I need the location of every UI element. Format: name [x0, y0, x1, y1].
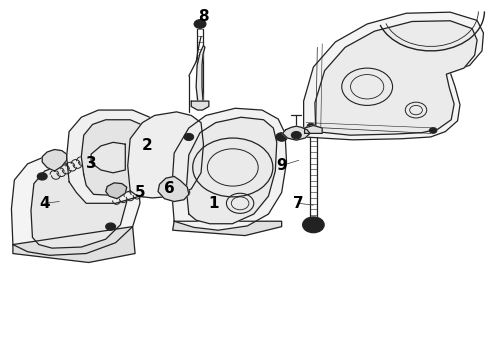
Text: 2: 2	[142, 139, 153, 153]
Polygon shape	[283, 126, 310, 140]
Text: 8: 8	[198, 9, 209, 24]
Polygon shape	[304, 12, 484, 140]
Circle shape	[307, 123, 315, 129]
Circle shape	[106, 223, 116, 230]
Polygon shape	[11, 151, 140, 255]
Polygon shape	[81, 120, 150, 195]
Text: 3: 3	[86, 156, 97, 171]
Circle shape	[276, 133, 288, 141]
Polygon shape	[172, 108, 287, 230]
Text: 6: 6	[164, 181, 174, 197]
Circle shape	[37, 173, 47, 180]
Polygon shape	[91, 142, 125, 173]
Polygon shape	[172, 221, 282, 235]
Circle shape	[40, 175, 44, 178]
Polygon shape	[140, 167, 156, 180]
Circle shape	[310, 222, 317, 227]
Polygon shape	[106, 183, 127, 199]
Text: 9: 9	[276, 158, 287, 173]
Text: 4: 4	[39, 196, 50, 211]
Polygon shape	[13, 226, 135, 262]
Circle shape	[306, 220, 321, 230]
Circle shape	[303, 217, 324, 233]
Circle shape	[194, 20, 206, 28]
Polygon shape	[186, 117, 277, 224]
Polygon shape	[315, 21, 477, 135]
Circle shape	[292, 132, 301, 139]
Circle shape	[184, 134, 194, 140]
Polygon shape	[305, 126, 322, 134]
Text: 5: 5	[135, 185, 145, 200]
Text: 7: 7	[294, 196, 304, 211]
Polygon shape	[42, 149, 67, 171]
Polygon shape	[191, 101, 209, 110]
Polygon shape	[196, 45, 205, 108]
Polygon shape	[31, 160, 127, 248]
Circle shape	[109, 225, 113, 228]
Circle shape	[429, 128, 437, 134]
Circle shape	[178, 188, 190, 197]
Polygon shape	[67, 110, 159, 203]
Polygon shape	[158, 176, 189, 202]
Text: 1: 1	[208, 196, 219, 211]
Polygon shape	[128, 112, 203, 198]
